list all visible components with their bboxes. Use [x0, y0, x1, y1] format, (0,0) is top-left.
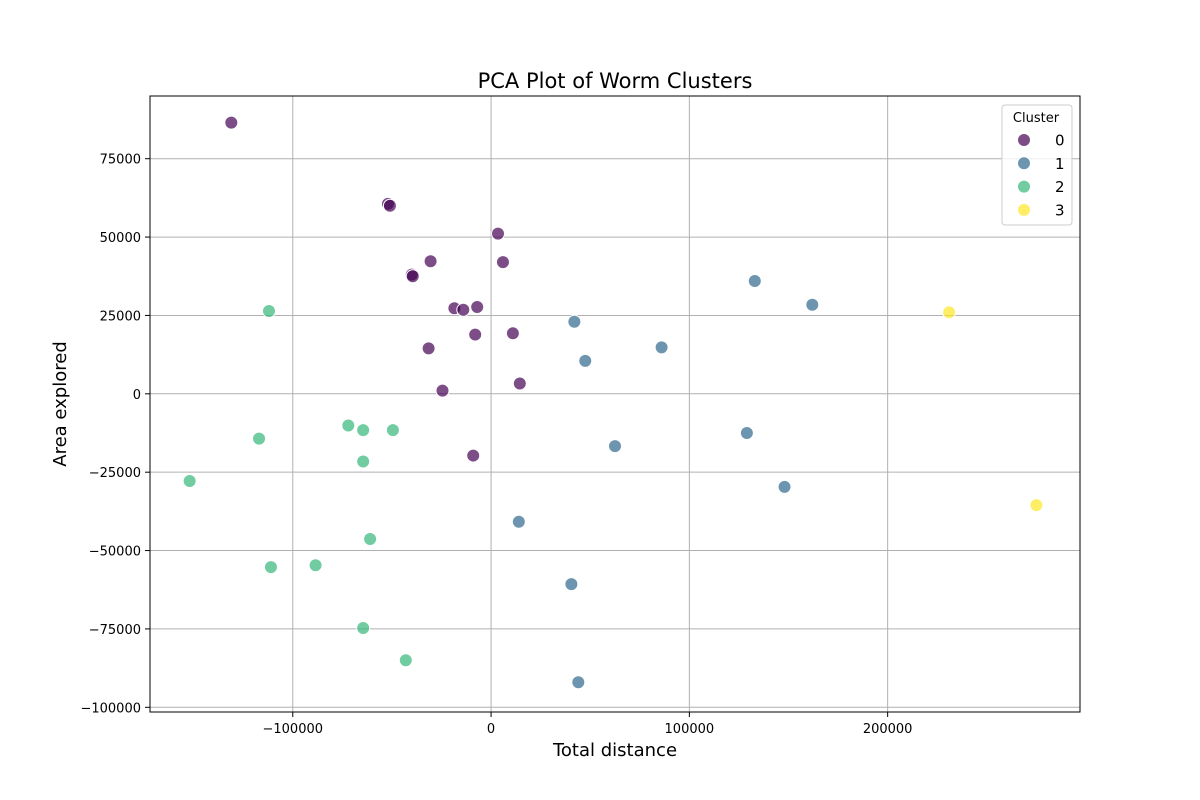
x-tick-label: 200000 [863, 722, 913, 737]
data-point-cluster-0 [468, 327, 483, 342]
x-axis-label: Total distance [552, 740, 677, 761]
data-point-cluster-0 [456, 302, 471, 317]
y-tick-label: 75000 [100, 153, 141, 168]
data-point-cluster-1 [805, 297, 820, 312]
chart-title: PCA Plot of Worm Clusters [478, 69, 753, 93]
data-point-cluster-0 [405, 269, 420, 284]
data-point-cluster-1 [654, 340, 669, 355]
legend: Cluster 0 1 2 3 [1001, 104, 1073, 226]
data-point-cluster-0 [224, 115, 239, 130]
x-axis: −100000 0 100000 200000 [263, 712, 913, 737]
grid-lines [150, 96, 1080, 712]
data-point-cluster-3 [1029, 498, 1044, 513]
y-tick-label: −100000 [80, 701, 141, 716]
y-tick-label: 25000 [100, 309, 141, 324]
data-point-cluster-2 [363, 531, 378, 546]
y-axis-label: Area explored [50, 341, 71, 467]
data-point-cluster-2 [308, 558, 323, 573]
legend-label-cluster-3: 3 [1055, 201, 1065, 219]
data-points [182, 115, 1044, 690]
legend-label-cluster-1: 1 [1055, 155, 1065, 173]
x-tick-label: 0 [487, 722, 495, 737]
data-point-cluster-1 [739, 425, 754, 440]
x-tick-label: 100000 [665, 722, 715, 737]
data-point-cluster-2 [252, 431, 267, 446]
y-tick-label: 50000 [100, 231, 141, 246]
data-point-cluster-0 [491, 226, 506, 241]
legend-marker-cluster-1 [1017, 156, 1031, 171]
data-point-cluster-1 [578, 353, 593, 368]
data-point-cluster-0 [382, 198, 397, 213]
legend-marker-cluster-0 [1017, 133, 1031, 147]
data-point-cluster-1 [747, 273, 762, 288]
data-point-cluster-2 [341, 418, 356, 433]
data-point-cluster-1 [567, 314, 582, 329]
data-point-cluster-2 [385, 423, 400, 438]
data-point-cluster-0 [505, 326, 520, 341]
y-axis: −100000 −75000 −50000 −25000 0 25000 50000 7500… [80, 153, 150, 716]
legend-title: Cluster [1013, 111, 1060, 126]
data-point-cluster-2 [356, 423, 371, 438]
data-point-cluster-1 [564, 577, 579, 592]
data-point-cluster-2 [356, 454, 371, 469]
data-point-cluster-0 [512, 376, 527, 391]
legend-label-cluster-0: 0 [1055, 132, 1065, 150]
legend-label-cluster-2: 2 [1055, 178, 1065, 196]
data-point-cluster-3 [942, 305, 957, 320]
data-point-cluster-1 [777, 479, 792, 494]
plot-area-frame [149, 95, 1081, 713]
data-point-cluster-1 [511, 514, 526, 529]
legend-entries: 0 1 2 3 [1017, 132, 1065, 219]
data-point-cluster-0 [466, 448, 481, 463]
data-point-cluster-2 [261, 304, 276, 319]
legend-marker-cluster-2 [1017, 179, 1031, 194]
data-point-cluster-0 [423, 254, 438, 269]
y-tick-label: −75000 [89, 623, 141, 638]
data-point-cluster-2 [263, 560, 278, 575]
data-point-cluster-2 [182, 473, 197, 488]
y-tick-label: −25000 [89, 466, 141, 481]
data-point-cluster-1 [608, 439, 622, 454]
y-tick-label: −50000 [89, 545, 141, 560]
data-point-cluster-0 [470, 299, 485, 314]
legend-marker-cluster-3 [1017, 202, 1031, 217]
data-point-cluster-1 [571, 675, 586, 690]
data-point-cluster-2 [356, 620, 371, 635]
x-tick-label: −100000 [263, 722, 324, 737]
data-point-cluster-2 [398, 653, 413, 668]
data-point-cluster-0 [435, 383, 450, 398]
data-point-cluster-0 [495, 255, 510, 270]
y-tick-label: 0 [133, 388, 141, 403]
data-point-cluster-0 [421, 341, 436, 356]
